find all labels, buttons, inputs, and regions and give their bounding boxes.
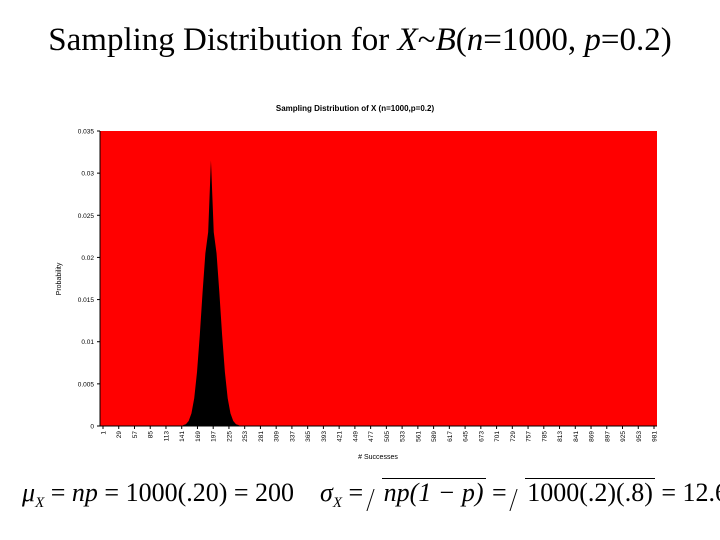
x-tick-label: 365 — [305, 431, 312, 442]
y-tick-label: 0.005 — [78, 381, 95, 388]
x-tick-label: 337 — [289, 431, 296, 442]
x-tick-label: 393 — [321, 431, 328, 442]
x-tick-label: 533 — [400, 431, 407, 442]
distribution-area — [183, 160, 239, 426]
chart-title: Sampling Distribution of X (n=1000,p=0.2… — [276, 104, 435, 113]
x-tick-label: 141 — [179, 431, 186, 442]
x-tick-label: 225 — [226, 431, 233, 442]
x-tick-label: 281 — [258, 431, 265, 442]
x-tick-label: 869 — [589, 431, 596, 442]
x-tick-label: 701 — [494, 431, 501, 442]
x-tick-label: 253 — [242, 431, 249, 442]
x-tick-label: 421 — [337, 431, 344, 442]
sqrt-np-1-minus-p: np(1 − p) — [381, 478, 486, 507]
y-tick-label: 0.035 — [78, 129, 95, 136]
x-tick-label: 589 — [431, 431, 438, 442]
std-dev-formula: σX = np(1 − p) = 1000(.2)(.8) = 12.65 — [320, 478, 720, 511]
x-tick-label: 729 — [510, 431, 517, 442]
x-tick-label: 841 — [573, 431, 580, 442]
y-tick-label: 0.01 — [81, 339, 94, 346]
x-tick-label: 477 — [368, 431, 375, 442]
y-tick-label: 0.015 — [78, 297, 95, 304]
x-tick-label: 757 — [526, 431, 533, 442]
x-tick-label: 505 — [384, 431, 391, 442]
x-tick-label: 925 — [620, 431, 627, 442]
chart: Sampling Distribution of X (n=1000,p=0.2… — [56, 104, 659, 461]
y-tick-group: 0 0.005 0.01 0.015 0.02 0.025 0.03 0.035 — [78, 129, 100, 431]
x-axis-label: # Successes — [358, 454, 398, 461]
y-axis-label: Probability — [56, 262, 63, 295]
x-tick-label: 113 — [163, 431, 170, 442]
x-tick-group: 1 29 57 85 113 141 169 197 225 253 281 309 337 365 393… — [101, 426, 659, 442]
y-tick-label: 0.03 — [81, 171, 94, 178]
y-tick-label: 0.025 — [78, 213, 95, 220]
x-tick-label: 645 — [463, 431, 470, 442]
x-tick-label: 785 — [541, 431, 548, 442]
x-tick-label: 197 — [211, 431, 218, 442]
x-tick-label: 29 — [116, 431, 123, 439]
plot-area — [100, 131, 657, 426]
x-tick-label: 897 — [604, 431, 611, 442]
x-tick-label: 673 — [478, 431, 485, 442]
x-tick-label: 561 — [415, 431, 422, 442]
x-tick-label: 617 — [447, 431, 454, 442]
x-tick-label: 1 — [101, 431, 108, 435]
x-tick-label: 85 — [148, 431, 155, 439]
slide-title: Sampling Distribution for X~B(n=1000, p=… — [48, 22, 672, 58]
x-tick-label: 57 — [132, 431, 139, 439]
x-tick-label: 309 — [274, 431, 281, 442]
x-tick-label: 169 — [195, 431, 202, 442]
y-tick-label: 0.02 — [81, 255, 94, 262]
mean-formula: μX = np = 1000(.20) = 200 — [22, 478, 295, 511]
x-tick-label: 953 — [636, 431, 643, 442]
x-tick-label: 449 — [352, 431, 359, 442]
x-tick-label: 813 — [557, 431, 564, 442]
formula-bar: μX = np = 1000(.20) = 200 σX = np(1 − p)… — [20, 470, 720, 520]
sqrt-numeric: 1000(.2)(.8) — [525, 478, 655, 507]
y-tick-label: 0 — [90, 424, 94, 431]
x-tick-label: 981 — [652, 431, 659, 442]
